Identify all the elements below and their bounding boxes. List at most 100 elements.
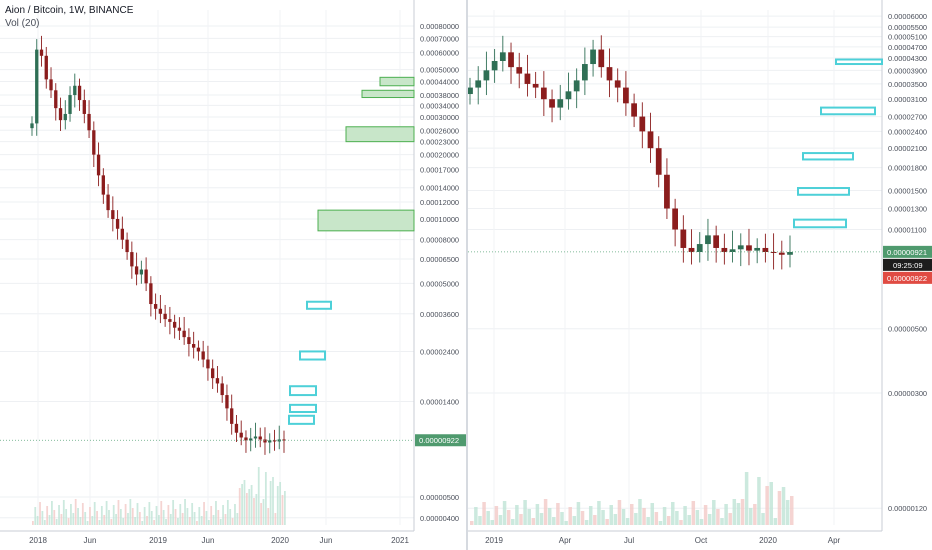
- volume-bar: [177, 518, 179, 525]
- volume-bar: [222, 505, 224, 525]
- volume-bar: [131, 508, 134, 525]
- x-tick-label: Jul: [624, 536, 634, 545]
- volume-bar: [597, 501, 601, 525]
- candle-body: [258, 436, 262, 440]
- candle-body: [125, 239, 129, 253]
- candle-body: [196, 347, 201, 352]
- volume-bar: [765, 486, 769, 525]
- x-tick-label: 2020: [759, 536, 777, 545]
- candle-body: [30, 123, 34, 129]
- volume-bar: [62, 500, 65, 525]
- volume-bar: [81, 503, 84, 525]
- left-chart-svg[interactable]: 0.00080000 0.00070000 0.00060000 0.00050000…: [0, 0, 466, 550]
- volume-bar: [210, 506, 213, 525]
- candle-body: [565, 91, 572, 100]
- volume-bar: [560, 512, 564, 525]
- candle-body: [614, 80, 621, 88]
- volume-bar: [470, 521, 474, 525]
- volume-bar: [654, 512, 659, 525]
- volume-bar: [568, 507, 572, 525]
- volume-bar: [198, 507, 201, 525]
- volume-bar: [58, 505, 60, 525]
- volume-bar: [264, 472, 267, 525]
- volume-bar: [695, 510, 700, 525]
- symbol-title: Aion / Bitcoin, 1W, BINANCE: [5, 5, 134, 16]
- candle-body: [688, 247, 695, 252]
- volume-bar: [51, 501, 53, 525]
- candle-body: [101, 175, 105, 195]
- volume-bar: [478, 516, 482, 525]
- current-price-badge: [883, 245, 932, 258]
- candle-body: [115, 218, 120, 229]
- candle-body: [230, 408, 234, 424]
- y-tick-label: 0.00005500: [888, 23, 927, 32]
- volume-bar: [605, 519, 609, 525]
- candle-body: [532, 83, 539, 88]
- volume-bar: [687, 515, 691, 525]
- candle-body: [475, 80, 482, 88]
- cyan-zone-box: [797, 187, 850, 196]
- candle-body: [631, 103, 637, 117]
- candle-body: [524, 73, 531, 84]
- volume-bar: [207, 520, 210, 525]
- candle-body: [244, 437, 248, 441]
- volume-bar: [74, 499, 77, 525]
- volume-bar: [231, 518, 234, 525]
- candle-body: [664, 174, 670, 209]
- volume-bar: [67, 518, 70, 525]
- candle-body: [606, 67, 613, 81]
- volume-bar: [720, 518, 724, 525]
- volume-bar: [511, 519, 515, 525]
- volume-bar: [675, 511, 679, 525]
- volume-bar: [279, 482, 282, 525]
- volume-bar: [255, 494, 258, 525]
- volume-bar: [683, 506, 687, 525]
- volume-bar: [119, 509, 122, 525]
- y-tick-label: 0.00000300: [888, 389, 927, 398]
- volume-bar: [523, 500, 527, 525]
- volume-bar: [174, 509, 177, 525]
- volume-bar: [494, 506, 499, 525]
- candle-body: [787, 251, 793, 255]
- volume-bar: [274, 513, 277, 525]
- candle-body: [468, 87, 473, 95]
- volume-bar: [736, 503, 741, 525]
- green-zone-box: [379, 76, 415, 87]
- right-chart-panel[interactable]: 0.00006000 0.00005500 0.00005100 0.00004700…: [468, 0, 932, 550]
- candle-body: [737, 245, 744, 250]
- volume-bar: [72, 513, 75, 525]
- y-tick-label: 0.00020000: [420, 151, 459, 160]
- y-tick-label: 0.00001800: [888, 164, 927, 173]
- x-tick-label: 2019: [149, 536, 167, 545]
- volume-bar: [184, 499, 186, 525]
- volume-bar: [236, 513, 239, 525]
- volume-bar: [621, 509, 626, 525]
- left-chart-panel[interactable]: 0.00080000 0.00070000 0.00060000 0.00050000…: [0, 0, 466, 550]
- candle-body: [647, 131, 654, 149]
- volume-bar: [219, 519, 222, 525]
- volume-bar: [65, 509, 68, 525]
- cyan-zone-box: [299, 350, 326, 361]
- cyan-zone-box: [288, 414, 315, 425]
- volume-bar: [272, 477, 274, 525]
- right-chart-svg[interactable]: 0.00006000 0.000055000.000051000.00004700…: [468, 0, 932, 550]
- red-price-badge: [883, 271, 932, 284]
- volume-bar: [712, 500, 716, 525]
- volume-bar: [108, 510, 110, 525]
- candle-body: [82, 100, 86, 114]
- volume-bar: [490, 520, 495, 525]
- y-tick-label: 0.00003900: [888, 66, 927, 75]
- volume-bar: [243, 480, 246, 525]
- volume-bar: [160, 501, 163, 525]
- current-price-text: 0.00000921: [887, 248, 927, 257]
- candle-body: [272, 440, 277, 442]
- candle-body: [191, 344, 196, 348]
- candle-body: [746, 245, 752, 251]
- volume-bar: [257, 467, 260, 525]
- volume-bar: [188, 517, 191, 525]
- candle-body: [598, 49, 605, 68]
- candle-body: [713, 235, 720, 248]
- candle-body: [582, 64, 588, 81]
- green-zone-box: [345, 126, 415, 143]
- volume-bar: [262, 499, 265, 525]
